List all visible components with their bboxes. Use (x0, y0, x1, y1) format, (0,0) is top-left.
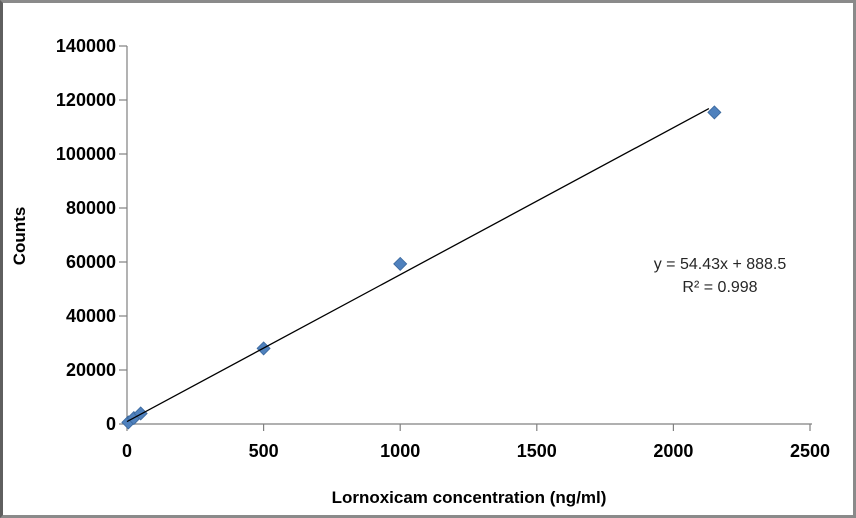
x-tick-label: 1500 (517, 441, 557, 461)
x-axis-title: Lornoxicam concentration (ng/ml) (332, 488, 607, 507)
y-tick-label: 100000 (56, 144, 116, 164)
y-tick-label: 120000 (56, 90, 116, 110)
x-tick-label: 500 (249, 441, 279, 461)
x-tick-label: 0 (122, 441, 132, 461)
x-tick-label: 1000 (380, 441, 420, 461)
data-point-marker (393, 256, 408, 271)
y-tick-label: 20000 (66, 360, 116, 380)
y-tick-label: 140000 (56, 36, 116, 56)
y-tick-label: 40000 (66, 306, 116, 326)
x-tick-label: 2500 (790, 441, 830, 461)
calibration-scatter-chart: 0 20000 40000 60000 80000 100000 120000 140000 0… (10, 36, 830, 507)
trendline-equation-label: y = 54.43x + 888.5 R² = 0.998 (654, 256, 787, 296)
trendline-r-squared-text: R² = 0.998 (682, 279, 757, 296)
trendline-equation-text: y = 54.43x + 888.5 (654, 256, 787, 273)
ticks-group: 0 20000 40000 60000 80000 100000 120000 140000 0… (56, 36, 830, 461)
trendline (126, 108, 710, 423)
trendline-group (126, 108, 710, 423)
y-tick-label: 0 (106, 414, 116, 434)
y-tick-label: 60000 (66, 252, 116, 272)
axes-group (126, 46, 812, 425)
x-tick-label: 2000 (653, 441, 693, 461)
data-points-group (121, 105, 722, 430)
y-tick-label: 80000 (66, 198, 116, 218)
y-axis-title: Counts (10, 207, 29, 266)
data-point-marker (707, 105, 722, 120)
